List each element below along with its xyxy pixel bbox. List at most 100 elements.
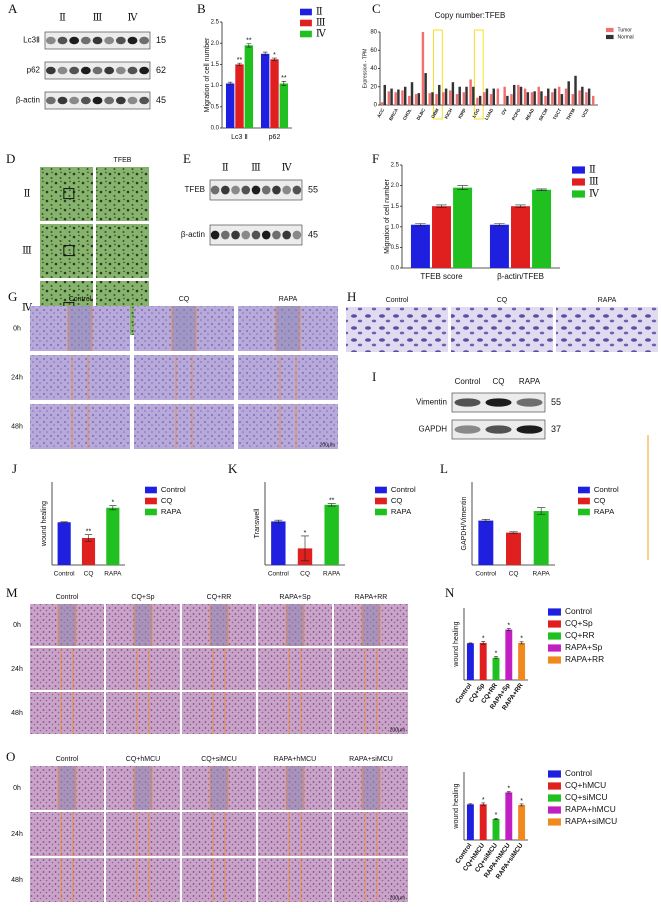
y-axis-label: Transwell	[254, 508, 261, 538]
error-bar	[327, 503, 336, 507]
blot-band	[292, 185, 302, 195]
error-bar	[494, 223, 505, 227]
blot-band	[115, 36, 126, 45]
blot-band	[115, 66, 126, 75]
x-tick-label: TFEB score	[420, 272, 463, 281]
micrograph	[30, 404, 130, 449]
bar	[414, 94, 418, 105]
legend-swatch	[375, 486, 387, 494]
x-tick-label: CQ	[84, 571, 94, 578]
blot-band	[127, 36, 138, 45]
blot-band	[139, 36, 150, 45]
y-axis-label: Migration of cell number	[384, 178, 391, 253]
bar	[492, 88, 495, 105]
micrograph	[182, 648, 256, 690]
kda-label: 45	[308, 229, 318, 239]
micrograph	[134, 355, 234, 400]
legend-label: Ⅲ	[316, 18, 326, 29]
significance: **	[281, 75, 287, 82]
error-bar	[536, 188, 547, 191]
legend-label: RAPA+siMCU	[565, 816, 617, 826]
row-label: 48h	[11, 423, 23, 430]
y-tick-label: 2.5	[391, 163, 400, 169]
blot-band	[69, 66, 80, 75]
legend-label: Tumor	[618, 27, 633, 33]
row-label: GAPDH	[419, 425, 448, 434]
blot-band	[261, 230, 271, 240]
error-bar	[481, 519, 490, 523]
row-label: 48h	[11, 877, 23, 884]
x-tick-label: CQ	[509, 571, 519, 578]
column-label: TFEB	[114, 157, 132, 164]
x-tick-label: LUAD	[484, 107, 495, 121]
y-tick-label: 80	[370, 30, 377, 36]
blot-band	[292, 230, 302, 240]
x-tick-label: CQ	[300, 571, 310, 578]
blot-band	[45, 36, 56, 45]
y-axis-label: wound healing	[453, 621, 460, 667]
micrograph	[556, 307, 658, 352]
micrograph	[258, 692, 332, 734]
lane-label: Control	[455, 377, 481, 386]
x-tick-label: CHOL	[402, 107, 413, 121]
blot-band	[231, 230, 240, 240]
y-tick-label: 0.5	[391, 245, 400, 251]
panel-label: H	[347, 289, 356, 304]
micrograph	[451, 307, 553, 352]
micrograph	[258, 812, 332, 856]
chart-title: Copy number:TFEB	[435, 11, 506, 20]
x-tick-label: β-actin/TFEB	[497, 272, 544, 281]
bar	[544, 95, 547, 105]
bar	[417, 93, 421, 105]
error-bar	[468, 642, 473, 644]
column-label: RAPA+RR	[355, 594, 388, 601]
legend-label: Control	[565, 606, 592, 616]
wound-gap	[210, 766, 228, 810]
legend-swatch	[300, 8, 312, 16]
bar	[466, 643, 474, 680]
micrograph	[40, 167, 93, 221]
micrograph	[334, 648, 408, 690]
lane-label: Ⅳ	[282, 163, 293, 174]
x-tick-label: LGG	[471, 107, 480, 118]
micrograph	[30, 648, 104, 690]
significance: *	[304, 530, 307, 537]
bar	[380, 102, 384, 105]
bar	[458, 86, 461, 105]
blot-band	[80, 36, 91, 45]
blot-band	[139, 96, 150, 105]
x-tick-label: SKCM	[538, 107, 549, 121]
bar	[533, 91, 536, 105]
significance: **	[329, 497, 335, 504]
row-label: Ⅳ	[22, 303, 33, 314]
lane-label: Ⅳ	[128, 13, 139, 24]
bar	[485, 88, 489, 105]
bar	[421, 32, 425, 105]
micrograph	[30, 692, 104, 734]
panel-label: J	[12, 461, 17, 476]
x-tick-label: READ	[524, 107, 535, 121]
blot-band	[221, 230, 230, 240]
panel-label: F	[372, 151, 379, 166]
legend-swatch	[606, 27, 614, 33]
blot-band	[115, 96, 126, 105]
blot-band	[272, 230, 281, 240]
bar	[271, 521, 286, 565]
error-bar	[109, 505, 117, 511]
column-label: RAPA+Sp	[279, 594, 310, 601]
x-tick-label: GBM	[430, 107, 440, 119]
row-label: 24h	[11, 374, 23, 381]
x-tick-label: BRCA	[388, 107, 399, 121]
blot-band	[92, 66, 103, 75]
wound-gap	[286, 766, 304, 810]
legend-label: RAPA	[594, 507, 615, 516]
bar	[448, 90, 452, 105]
x-tick-label: p62	[269, 134, 281, 141]
significance: *	[520, 636, 523, 643]
bar	[578, 90, 581, 105]
bar	[453, 187, 473, 268]
error-bar	[468, 803, 473, 806]
bar	[523, 88, 527, 105]
bar	[567, 81, 570, 105]
blot-band	[80, 66, 91, 75]
